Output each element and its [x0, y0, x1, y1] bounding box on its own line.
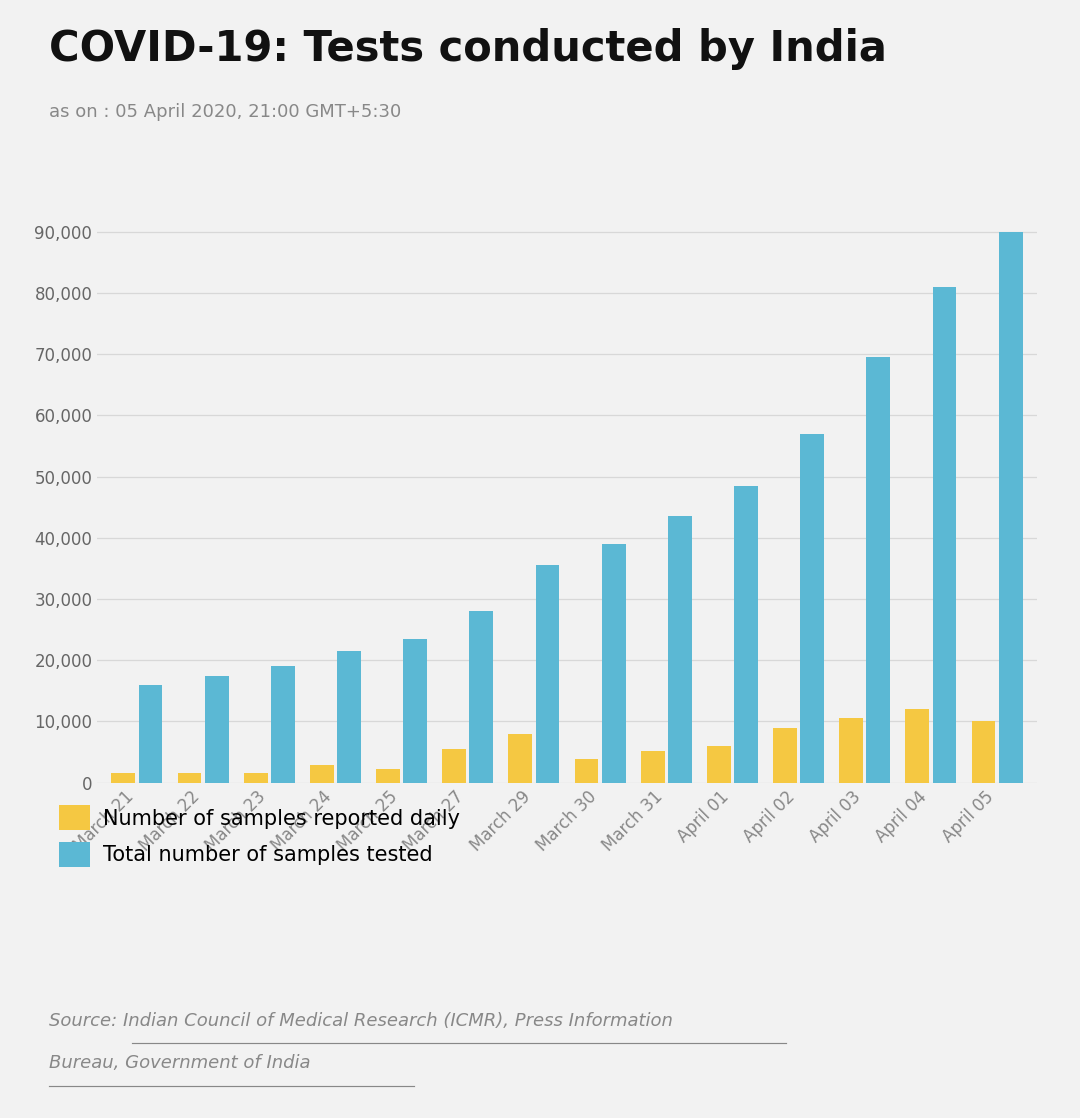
Bar: [734, 486, 758, 783]
Bar: [177, 774, 201, 783]
Bar: [602, 544, 625, 783]
Bar: [536, 566, 559, 783]
Bar: [933, 287, 957, 783]
Bar: [205, 675, 229, 783]
Bar: [640, 751, 664, 783]
Bar: [244, 774, 268, 783]
Bar: [111, 774, 135, 783]
Bar: [271, 666, 295, 783]
Bar: [707, 746, 731, 783]
Bar: [403, 638, 427, 783]
Bar: [138, 684, 162, 783]
Text: Source: Indian Council of Medical Research (ICMR), Press Information: Source: Indian Council of Medical Resear…: [49, 1012, 673, 1030]
Text: Bureau, Government of India: Bureau, Government of India: [49, 1054, 310, 1072]
Bar: [905, 709, 929, 783]
Text: as on : 05 April 2020, 21:00 GMT+5:30: as on : 05 April 2020, 21:00 GMT+5:30: [49, 103, 401, 121]
Bar: [376, 769, 400, 783]
Bar: [972, 721, 996, 783]
Bar: [310, 766, 334, 783]
Text: COVID-19: Tests conducted by India: COVID-19: Tests conducted by India: [49, 28, 887, 70]
Bar: [337, 651, 361, 783]
Bar: [866, 358, 890, 783]
Bar: [773, 728, 797, 783]
Legend: Number of samples reported daily, Total number of samples tested: Number of samples reported daily, Total …: [59, 805, 460, 868]
Bar: [443, 749, 467, 783]
Bar: [839, 719, 863, 783]
Bar: [470, 612, 494, 783]
Bar: [667, 517, 691, 783]
Bar: [800, 434, 824, 783]
Bar: [999, 231, 1023, 783]
Bar: [575, 759, 598, 783]
Bar: [509, 735, 532, 783]
